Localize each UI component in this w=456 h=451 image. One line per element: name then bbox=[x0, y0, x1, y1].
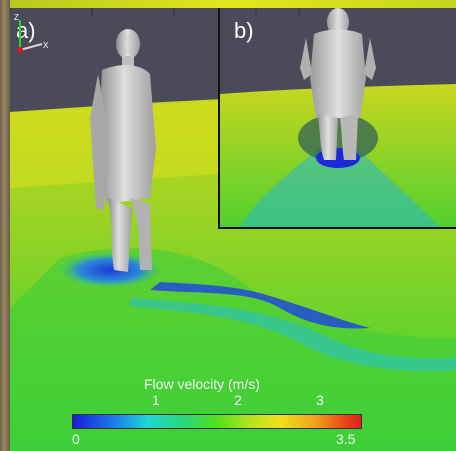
colorbar-title: Flow velocity (m/s) bbox=[144, 376, 260, 392]
inset-human-figure bbox=[300, 8, 376, 160]
colorbar-tick-1: 1 bbox=[152, 392, 160, 408]
flow-green-wake bbox=[10, 248, 456, 451]
wake-cyan-trail bbox=[130, 298, 456, 372]
colorbar-ticks bbox=[10, 8, 300, 16]
main-panel: a) bbox=[10, 8, 456, 451]
inset-scene bbox=[220, 8, 456, 227]
inset-wake-cyan bbox=[240, 148, 440, 227]
axes-triad: Z X bbox=[14, 13, 49, 53]
axis-z-label: Z bbox=[14, 13, 19, 22]
colorbar-tick-2: 2 bbox=[234, 392, 242, 408]
human-figure bbox=[90, 29, 156, 272]
colorbar-min-label: 0 bbox=[72, 431, 80, 447]
top-strip bbox=[10, 0, 456, 8]
axis-x-label: X bbox=[43, 41, 49, 50]
panel-b-label: b) bbox=[234, 18, 254, 43]
left-border bbox=[0, 0, 10, 451]
inset-panel-b: b) bbox=[218, 8, 456, 229]
colorbar bbox=[72, 414, 362, 429]
colorbar-tick-3: 3 bbox=[316, 392, 324, 408]
wake-blue-trail bbox=[150, 282, 370, 329]
inset-wake-dark bbox=[298, 114, 378, 162]
wake-blue-left bbox=[58, 252, 162, 288]
colorbar-max-label: 3.5 bbox=[336, 431, 356, 447]
